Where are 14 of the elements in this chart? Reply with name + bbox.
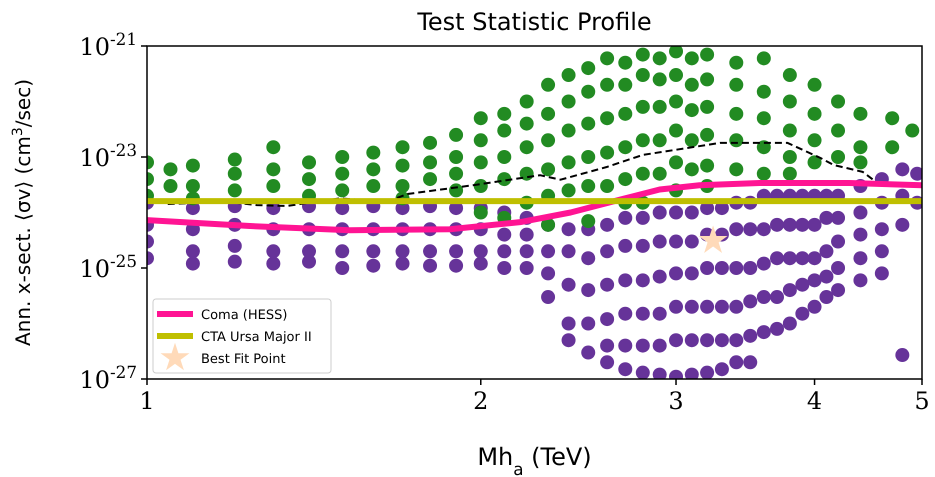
x-axis-title: Mh$_{a}$ (TeV) [477, 443, 592, 477]
y-tick-label: 10$^{-27}$ [79, 362, 137, 394]
x-tick-label: 1 [139, 387, 155, 415]
legend-label: Coma (HESS) [201, 308, 288, 323]
chart-title: Test Statistic Profile [416, 8, 652, 36]
y-tick-label: 10$^{-25}$ [79, 251, 137, 283]
x-tick-label: 2 [473, 387, 488, 415]
x-tick-label: 4 [806, 387, 822, 415]
x-tick-label: 5 [914, 387, 930, 415]
x-tick-label: 3 [668, 387, 684, 415]
legend-label: CTA Ursa Major II [201, 330, 312, 345]
y-tick-label: 10$^{-23}$ [79, 140, 137, 172]
legend-label: Best Fit Point [201, 352, 286, 367]
y-tick-label: 10$^{-21}$ [79, 29, 137, 61]
